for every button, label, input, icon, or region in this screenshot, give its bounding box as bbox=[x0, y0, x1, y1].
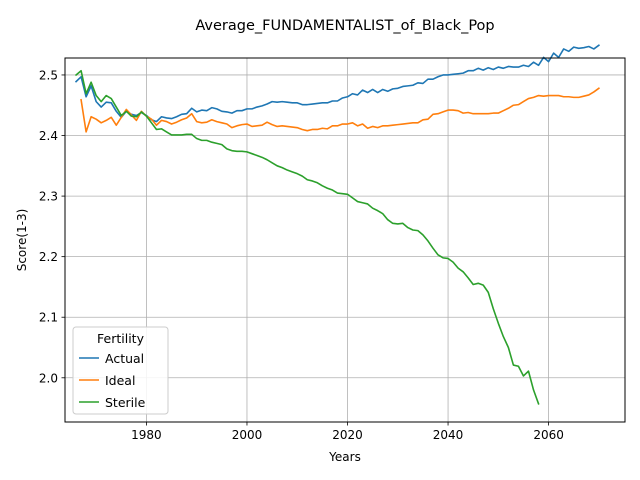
y-tick-label: 2.5 bbox=[39, 68, 58, 82]
axis-ticks: 1980 2000 2020 2040 2060 2.0 2.1 2.2 2.3 2.4 2.5 bbox=[39, 68, 564, 442]
legend-box bbox=[72, 326, 169, 415]
grid bbox=[65, 58, 625, 422]
series-line-ideal bbox=[80, 87, 600, 133]
series-lines bbox=[74, 44, 600, 405]
legend-label-ideal: Ideal bbox=[105, 373, 135, 388]
x-tick-label: 2000 bbox=[232, 428, 263, 442]
plot-area-frame bbox=[64, 57, 626, 423]
y-tick-label: 2.1 bbox=[39, 311, 58, 325]
legend: Fertility Actual Ideal Sterile bbox=[72, 326, 169, 415]
y-axis-label: Score(1-3) bbox=[15, 209, 29, 272]
series-line-actual bbox=[74, 44, 600, 123]
x-tick-label: 2020 bbox=[332, 428, 363, 442]
y-tick-label: 2.4 bbox=[39, 129, 58, 143]
series-line-sterile bbox=[74, 69, 540, 405]
chart-title: Average_FUNDAMENTALIST_of_Black_Pop bbox=[195, 18, 494, 34]
legend-label-sterile: Sterile bbox=[105, 395, 146, 410]
y-tick-label: 2.3 bbox=[39, 190, 58, 204]
y-tick-label: 2.2 bbox=[39, 250, 58, 264]
x-tick-label: 2060 bbox=[533, 428, 564, 442]
legend-title: Fertility bbox=[97, 331, 145, 346]
y-tick-label: 2.0 bbox=[39, 371, 58, 385]
x-tick-label: 1980 bbox=[131, 428, 162, 442]
x-axis-label: Years bbox=[328, 450, 361, 464]
legend-label-actual: Actual bbox=[105, 351, 144, 366]
x-tick-label: 2040 bbox=[433, 428, 464, 442]
